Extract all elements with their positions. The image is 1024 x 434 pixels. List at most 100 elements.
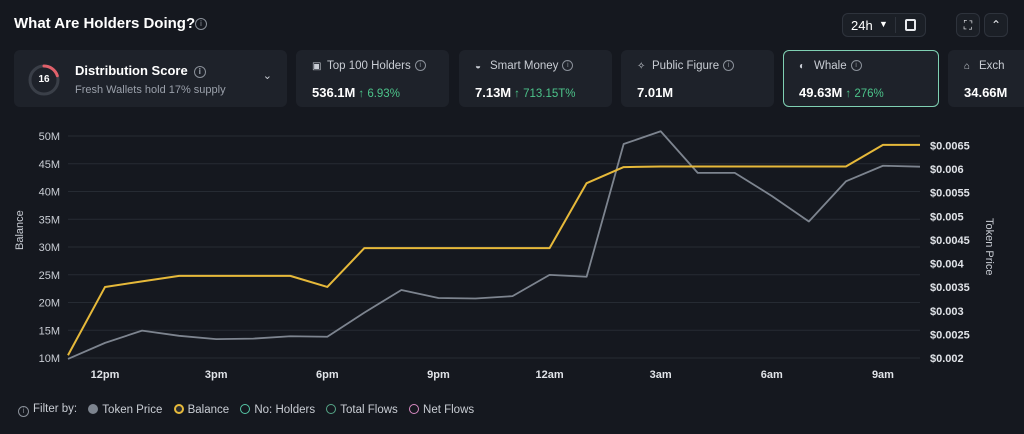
card-value: 536.1M ↑ 6.93% — [312, 85, 400, 100]
card-value-text: 7.13M — [475, 85, 512, 100]
star-icon: ✧ — [637, 61, 646, 72]
y-tick-label-left: 45M — [39, 159, 60, 171]
card-value-text: 49.63M — [799, 85, 843, 100]
series-line-token-price — [67, 130, 921, 360]
card-title-text: Whale — [814, 60, 847, 72]
filter-text: Total Flows — [340, 404, 398, 416]
score-gauge — [28, 64, 60, 96]
whale-icon: ◐ — [799, 61, 806, 72]
filter-net-flows[interactable]: Net Flows — [409, 404, 474, 416]
header-controls: 24h ▼ ⛶ ⌃ — [830, 13, 1010, 37]
filter-balance[interactable]: Balance — [173, 404, 230, 416]
fullscreen-icon[interactable]: ⛶ — [956, 13, 980, 37]
x-tick-label: 9pm — [427, 369, 450, 381]
metric-cards: 16 Distribution Score i Fresh Wallets hol… — [14, 50, 1024, 108]
filter-no-holders[interactable]: No: Holders — [240, 404, 315, 416]
card-value: 7.01M — [637, 85, 673, 100]
y-tick-label-right: $0.0025 — [930, 329, 970, 341]
x-tick-label: 3pm — [205, 369, 228, 381]
info-icon[interactable]: i — [414, 60, 426, 72]
y-tick-label-left: 25M — [39, 270, 60, 282]
balance-dot — [173, 404, 184, 414]
score-value: 16 — [38, 74, 50, 85]
distribution-title: Distribution Score i — [75, 63, 206, 78]
card-value-text: 7.01M — [637, 85, 674, 100]
y-tick-label-right: $0.003 — [930, 306, 964, 318]
filter-total-flows[interactable]: Total Flows — [326, 404, 398, 416]
filter-token-price[interactable]: Token Price — [88, 404, 162, 416]
y-tick-label-right: $0.0045 — [930, 235, 970, 247]
filter-text: Token Price — [102, 404, 163, 416]
divider — [895, 17, 896, 33]
card-title: ▣ Top 100 Holders i — [312, 60, 426, 72]
filter-label: i Filter by: — [18, 403, 77, 417]
y-axis-label-right: Token Price — [983, 218, 995, 276]
card-top-100-holders[interactable]: ▣ Top 100 Holders i 536.1M ↑ 6.93% — [296, 50, 449, 107]
info-icon[interactable]: i — [723, 60, 735, 72]
card-delta: ↑ 6.93% — [358, 88, 400, 100]
distribution-score-card[interactable]: 16 Distribution Score i Fresh Wallets hol… — [14, 50, 287, 107]
holders-chart: 10M 15M 20M 25M 30M 35M 40M 45M 50M $0.002 $0.0025… — [39, 130, 970, 381]
card-exchange[interactable]: ⌂ Exch 34.66M — [948, 50, 1024, 107]
card-smart-money[interactable]: ◒ Smart Money i 7.13M ↑ 713.15T% — [459, 50, 612, 107]
filter-text: No: Holders — [254, 404, 316, 416]
info-icon[interactable]: i — [195, 18, 207, 30]
y-tick-label-right: $0.002 — [930, 353, 964, 365]
distribution-subtitle: Fresh Wallets hold 17% supply — [75, 84, 226, 96]
card-whale[interactable]: ◐ Whale i 49.63M ↑ 276% — [783, 50, 939, 107]
card-title: ◒ Smart Money i — [475, 60, 574, 72]
chevron-down-icon: ▼ — [879, 19, 888, 29]
card-title-text: Public Figure — [652, 60, 720, 72]
x-tick-label: 3am — [650, 369, 672, 381]
filter-text: Net Flows — [423, 404, 475, 416]
timeframe-select[interactable]: 24h ▼ — [842, 13, 926, 37]
y-axis-label-left: Balance — [14, 210, 26, 250]
chevron-down-icon[interactable]: ⌄ — [262, 70, 272, 82]
net-flows-dot — [409, 404, 420, 414]
card-value: 49.63M ↑ 276% — [799, 85, 884, 100]
y-tick-label-left: 20M — [39, 298, 60, 310]
y-tick-label-right: $0.005 — [930, 211, 964, 223]
y-tick-label-left: 40M — [39, 187, 60, 199]
calendar-icon[interactable] — [905, 19, 916, 31]
info-icon[interactable]: i — [193, 65, 206, 78]
info-icon[interactable]: i — [18, 406, 29, 417]
card-title: ⌂ Exch — [964, 60, 1005, 72]
x-tick-label: 6pm — [316, 369, 339, 381]
card-value-text: 536.1M — [312, 85, 356, 100]
filter-bar: i Filter by: Token Price Balance No: Hold… — [18, 403, 482, 419]
filter-label-text: Filter by: — [33, 403, 78, 415]
x-tick-label: 12pm — [91, 369, 120, 381]
filter-text: Balance — [187, 404, 230, 416]
card-delta: ↑ 276% — [845, 88, 884, 100]
y-tick-label-left: 15M — [39, 325, 60, 337]
y-tick-label-right: $0.006 — [930, 164, 964, 176]
card-delta: ↑ 713.15T% — [514, 88, 576, 100]
wallet-icon: ▣ — [312, 61, 322, 72]
card-value-text: 34.66M — [964, 85, 1008, 100]
info-icon[interactable]: i — [562, 60, 574, 72]
chart-area: 10M 15M 20M 25M 30M 35M 40M 45M 50M $0.002 $0.0025… — [0, 120, 1024, 390]
y-tick-label-right: $0.0065 — [930, 140, 970, 152]
y-tick-label-left: 50M — [39, 131, 60, 143]
x-tick-label: 9am — [872, 369, 894, 381]
timeframe-label: 24h — [851, 18, 873, 33]
y-tick-label-right: $0.0035 — [930, 282, 970, 294]
header: What Are Holders Doing? i 24h ▼ ⛶ ⌃ — [14, 10, 1010, 40]
holders-dot — [240, 404, 251, 414]
card-public-figure[interactable]: ✧ Public Figure i 7.01M — [621, 50, 774, 107]
bank-icon: ⌂ — [964, 61, 971, 72]
card-value: 7.13M ↑ 713.15T% — [475, 85, 576, 100]
series-line-balance — [67, 143, 920, 356]
y-tick-label-left: 10M — [39, 353, 60, 365]
y-tick-label-right: $0.004 — [930, 259, 965, 271]
x-tick-label: 6am — [761, 369, 783, 381]
token-price-dot — [88, 404, 99, 414]
info-icon[interactable]: i — [850, 60, 862, 72]
card-title-text: Exch — [979, 60, 1005, 72]
y-tick-label-left: 30M — [39, 242, 60, 254]
card-value: 34.66M — [964, 85, 1007, 100]
distribution-title-text: Distribution Score — [75, 63, 188, 78]
chevron-up-icon[interactable]: ⌃ — [984, 13, 1008, 37]
card-title: ✧ Public Figure i — [637, 60, 735, 72]
